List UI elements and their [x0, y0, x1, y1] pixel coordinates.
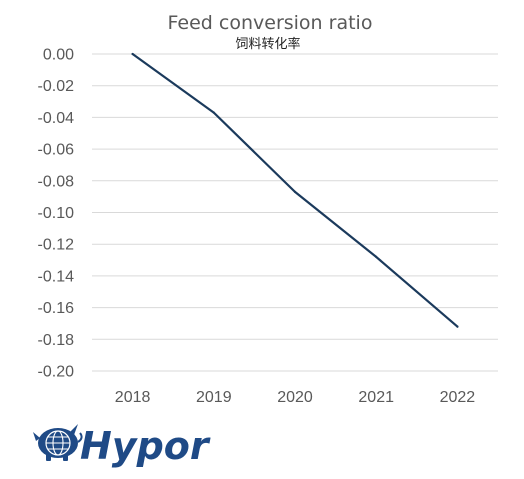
y-tick-label: -0.16: [38, 300, 75, 317]
data-point: [375, 255, 378, 258]
y-tick-label: -0.12: [38, 237, 75, 254]
data-point: [456, 325, 459, 328]
data-point: [293, 190, 297, 193]
x-tick-label: 2018: [115, 389, 151, 406]
y-tick-label: 0.00: [43, 47, 74, 64]
hypor-logo: Hypor: [33, 424, 211, 468]
x-tick-label: 2020: [277, 389, 313, 406]
y-tick-label: -0.08: [38, 173, 75, 190]
y-axis-ticks: 0.00 -0.02 -0.04 -0.06 -0.08 -0.10 -0.12 -0.14 -…: [38, 47, 75, 381]
series-line: [131, 52, 459, 328]
series-layer: [131, 52, 459, 328]
logo-wordmark: Hypor: [80, 424, 211, 468]
x-tick-label: 2022: [440, 389, 476, 406]
chart-subtitle: 饲料转化率: [235, 36, 300, 52]
y-tick-label: -0.04: [38, 110, 75, 127]
y-tick-label: -0.20: [38, 364, 75, 381]
chart-title: Feed conversion ratio: [168, 12, 373, 34]
gridlines: [92, 53, 498, 372]
data-point: [212, 111, 215, 114]
y-tick-label: -0.06: [38, 142, 75, 159]
globe-pig-icon: [33, 424, 83, 461]
y-tick-label: -0.02: [38, 78, 75, 95]
x-tick-label: 2021: [358, 389, 394, 406]
y-tick-label: -0.10: [38, 205, 75, 222]
x-tick-label: 2019: [196, 389, 232, 406]
data-point: [131, 52, 134, 56]
x-axis-ticks: 2018 2019 2020 2021 2022: [115, 389, 475, 406]
y-tick-label: -0.18: [38, 332, 75, 349]
y-tick-label: -0.14: [38, 268, 75, 285]
